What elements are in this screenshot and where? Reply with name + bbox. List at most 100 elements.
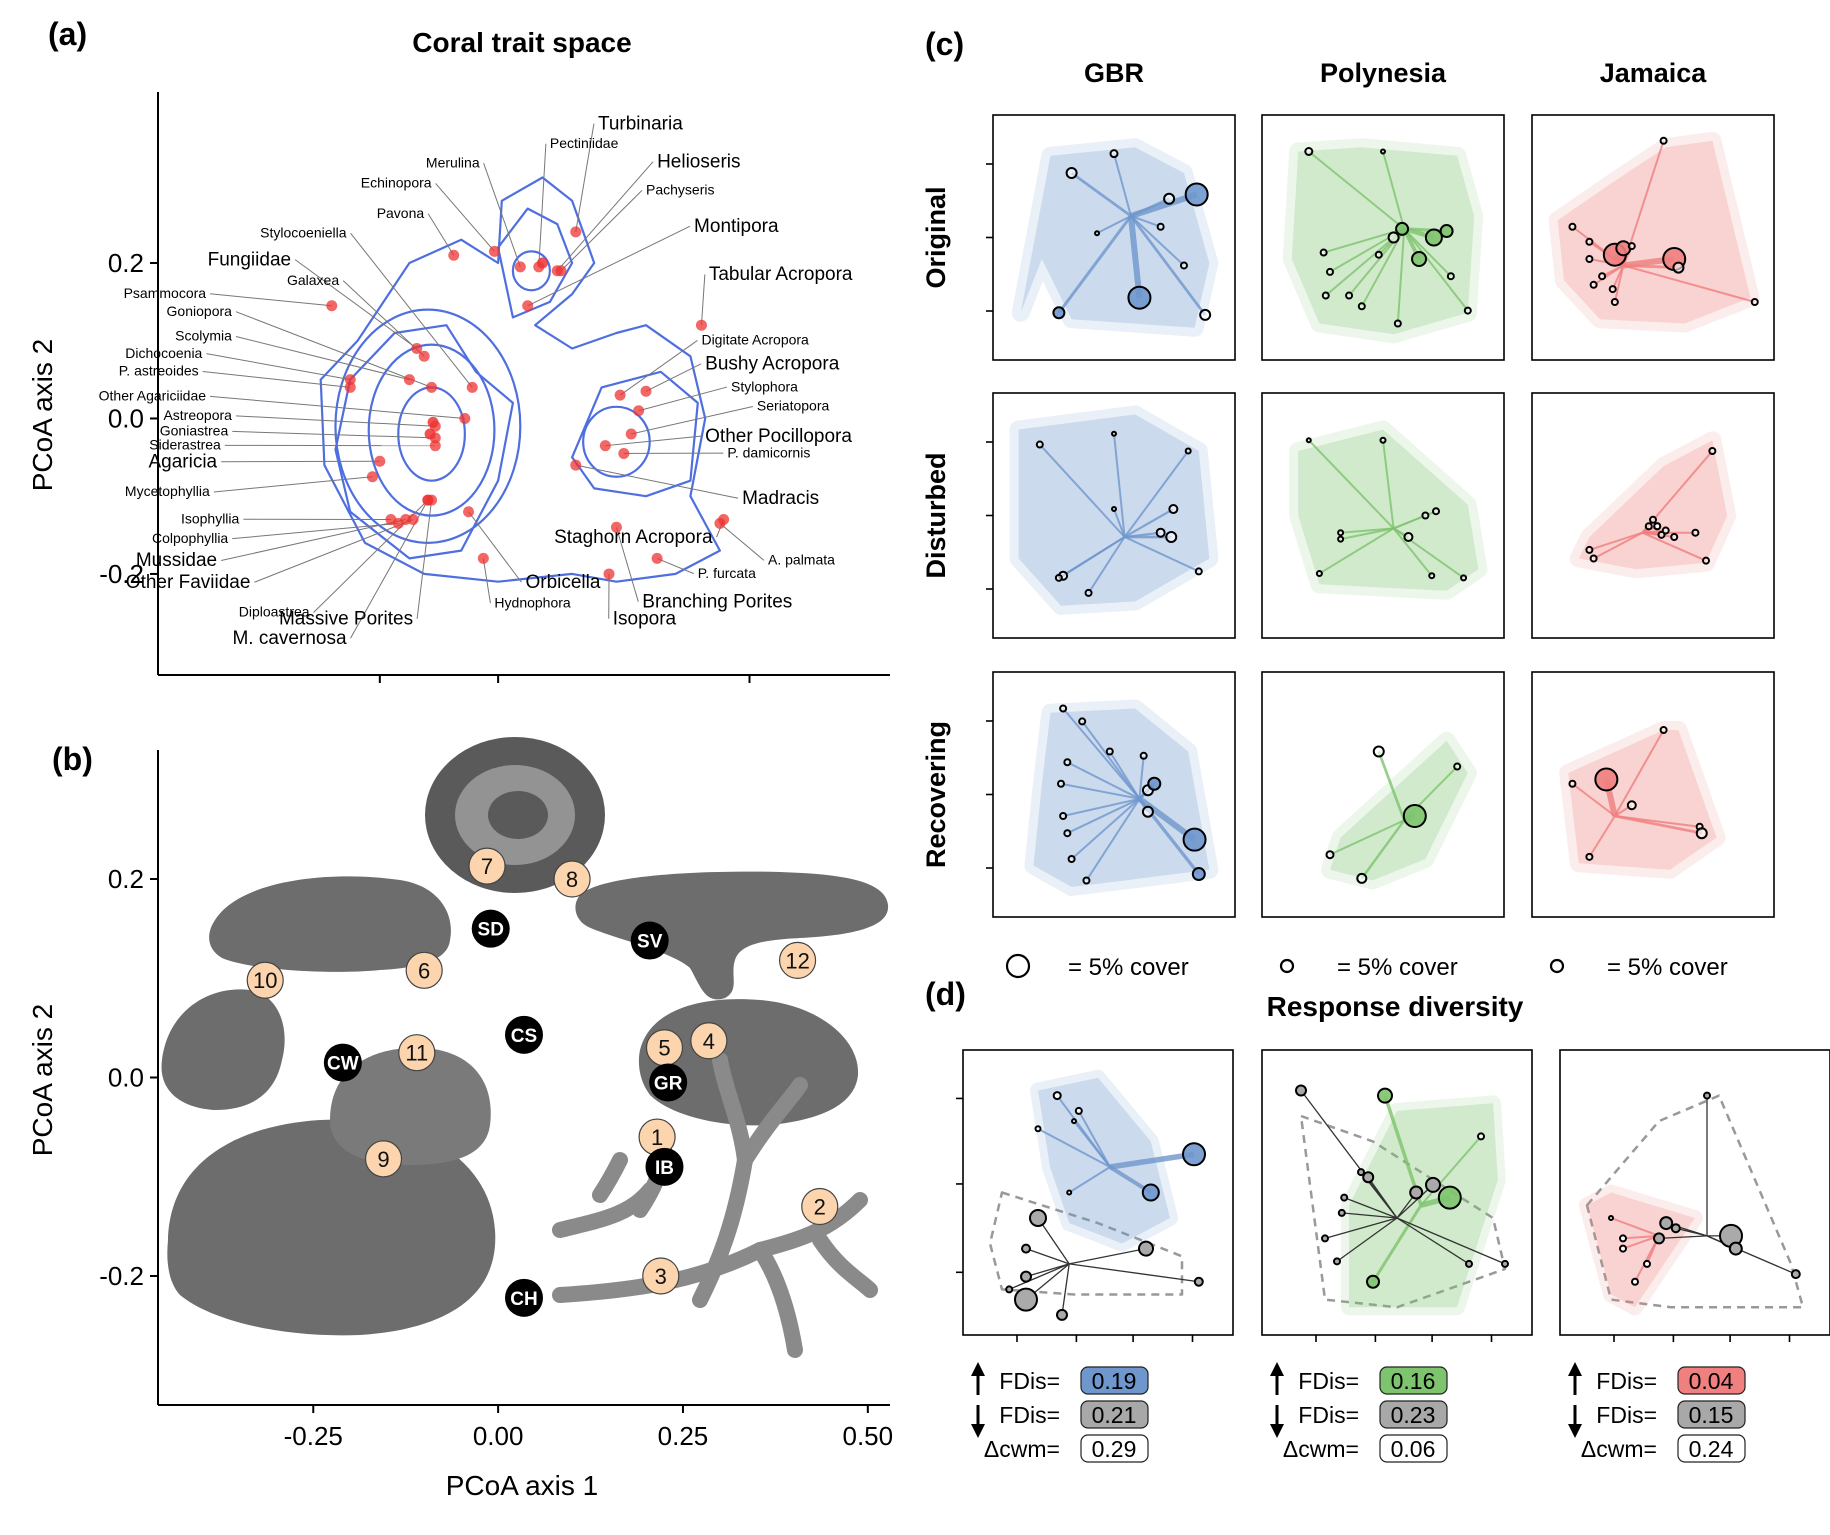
metric-block: FDis= 0.04 FDis= 0.15 Δcwm= 0.24 [1568,1362,1746,1463]
species-cover-point [1453,762,1462,771]
species-point [459,412,471,424]
panel-label-a: (a) [48,16,87,52]
numbered-point-label: 1 [651,1125,663,1150]
species-cover-point [1052,306,1066,320]
spoke-line [1308,150,1405,230]
spoke-line [1340,527,1394,541]
species-label: Pachyseris [646,182,714,198]
species-cover-point [1568,779,1577,788]
functional-hull [1024,699,1219,896]
leader-line [719,523,765,561]
numbered-point [690,1022,728,1060]
species-point [640,385,652,397]
grey-spoke-line [1706,1235,1797,1275]
species-cover-point [1194,567,1203,576]
species-cover-point [1644,522,1653,531]
species-point [411,343,423,355]
spoke-line [1613,729,1665,817]
density-contour-ring [582,405,651,478]
species-point [536,257,548,269]
grey-spoke-line [1341,1212,1398,1219]
spoke-line [1622,1234,1660,1250]
species-cover-point [1084,588,1093,597]
dome-coral-silhouette [330,1047,491,1165]
spoke-line [1108,750,1141,800]
species-label: Goniopora [167,303,233,319]
spoke-line [1393,514,1426,530]
strategy-point [471,909,510,948]
species-cover-point [1372,745,1385,758]
spoke-line [1066,797,1140,835]
species-label: Stylocoeniella [260,224,347,240]
down-arrow-head-icon [1270,1424,1284,1438]
grey-species-point [1425,1176,1441,1193]
species-point [344,374,356,386]
spoke-line [1138,755,1145,799]
grey-species-point [1340,1193,1349,1202]
numbered-point-label: 3 [655,1264,667,1289]
leader-line [700,274,706,326]
species-label: Pavona [377,205,425,221]
species-cover-point [1315,570,1323,578]
species-cover-point [1659,136,1668,145]
x-tick-label: 0.50 [843,1421,894,1451]
species-label: Merulina [426,154,480,170]
grey-species-point [1790,1269,1801,1280]
species-point [522,300,534,312]
metric-value: 0.06 [1391,1436,1436,1462]
species-point [422,494,434,506]
species-label: Other Faviidae [126,572,251,593]
numbered-point [801,1187,839,1226]
grey-spoke-line [1658,1235,1708,1240]
up-arrow-head-icon [1270,1362,1284,1376]
response-panel [1261,1049,1533,1342]
trait-panel [1531,392,1775,639]
species-cover-point [1585,237,1594,246]
functional-hull [1559,721,1726,879]
metric-label: FDis= [999,1402,1060,1428]
species-cover-point [1380,148,1386,155]
numbered-point-label: 6 [418,958,430,983]
species-point [570,459,582,471]
species-cover-point [1619,1234,1627,1243]
species-cover-point [1094,230,1101,237]
species-point [427,416,439,428]
species-point [326,300,338,312]
grey-species-point [1465,1259,1473,1268]
trait-panel [1531,114,1775,361]
species-cover-point [1305,437,1312,444]
species-cover-point [1393,319,1402,328]
species-cover-point [1411,251,1428,267]
species-label: Isophyllia [181,510,240,526]
metric-label: Δcwm= [984,1436,1060,1462]
column-header: Polynesia [1320,58,1447,88]
metric-value: 0.19 [1092,1368,1137,1394]
species-label: Orbicella [525,572,600,593]
functional-hull [1569,431,1737,579]
leader-line [575,464,739,499]
species-cover-point [1165,531,1178,543]
trait-panel [986,671,1236,918]
species-cover-point [1568,222,1577,231]
species-cover-point [1608,1215,1614,1221]
spoke-line [1081,720,1141,800]
species-cover-point [1063,758,1072,767]
leader-line [619,340,698,396]
x-tick-label: 0.25 [658,1421,709,1451]
numbered-point-label: 2 [814,1195,826,1220]
coral-silhouettes [161,737,889,1358]
species-point [614,389,626,401]
spoke-line [1113,153,1132,217]
trait-panel [1531,671,1775,918]
strategy-point [323,1043,362,1082]
metric-label: FDis= [999,1368,1060,1394]
species-point [555,265,567,277]
spoke-line [1593,264,1624,286]
numbered-point [642,1257,680,1295]
species-point [424,428,436,440]
strategy-point-label: SV [637,932,663,953]
species-cover-point [1643,1259,1651,1268]
species-cover-point [1321,291,1330,300]
species-point [651,552,663,564]
species-cover-point [1594,767,1619,792]
